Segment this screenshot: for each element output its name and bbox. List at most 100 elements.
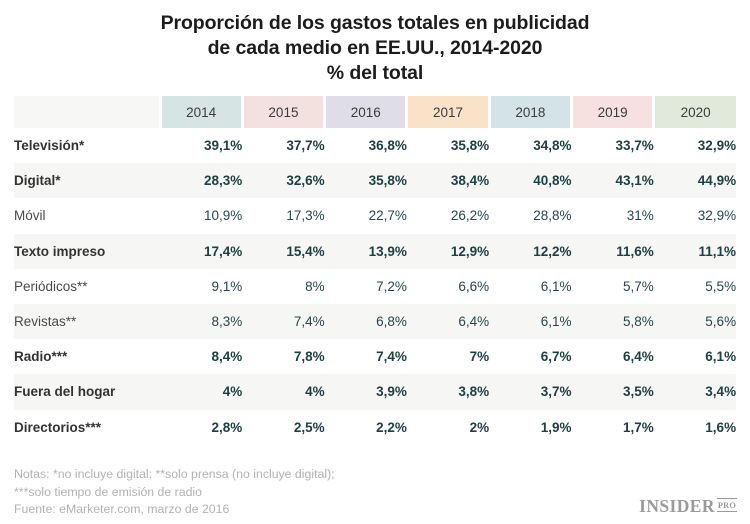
cell-value: 17,4%: [160, 233, 243, 269]
cell-value: 7,2%: [376, 278, 407, 294]
page-title: Proporción de los gastos totales en publ…: [0, 0, 750, 86]
cell-value: 7%: [469, 349, 490, 365]
column-header-2019: 2019: [571, 96, 656, 128]
cell-value: 3,9%: [324, 374, 407, 410]
table-row: Texto impreso 17,4% 15,4% 13,9% 12,9% 12,2% 11…: [14, 233, 737, 269]
cell-value: 1,9%: [540, 419, 572, 435]
cell-value: 17,3%: [286, 208, 325, 224]
cell-value: 43,1%: [571, 163, 654, 199]
cell-value: 6,1%: [540, 278, 572, 294]
cell-value: 33,7%: [615, 138, 654, 154]
cell-value: 3,8%: [406, 374, 490, 410]
cell-value: 34,8%: [533, 138, 572, 154]
cell-value: 13,9%: [324, 233, 407, 269]
row-label: Móvil: [14, 208, 46, 224]
cell-value: 3,7%: [489, 374, 572, 410]
table-header-row: 2014 2015 2016 2017 2018 2019 2020: [14, 96, 737, 128]
cell-value: 5,7%: [623, 278, 654, 294]
cell-value: 8%: [305, 278, 325, 294]
cell-value: 31%: [626, 208, 654, 224]
column-header-2016: 2016: [324, 96, 409, 128]
cell-value: 26,2%: [450, 208, 490, 224]
cell-value: 7,4%: [242, 303, 325, 340]
cell-value: 1,6%: [705, 419, 737, 435]
column-header-2017: 2017: [406, 96, 491, 128]
title-line-1: Proporción de los gastos totales en publ…: [160, 12, 590, 34]
data-table-container: 2014 2015 2016 2017 2018 2019 2020 Televisión*…: [14, 96, 737, 445]
cell-value: 5,6%: [653, 303, 737, 340]
cell-value: 2%: [469, 419, 490, 435]
cell-value: 1,7%: [623, 419, 654, 435]
table-row: Digital* 28,3% 32,6% 35,8% 38,4% 40,8% 43,1% 44…: [14, 163, 737, 199]
table-corner-cell: [14, 96, 162, 128]
cell-value: 12,2%: [489, 233, 572, 269]
cell-value: 4%: [160, 374, 243, 410]
cell-value: 2,2%: [376, 419, 407, 435]
row-label: Periódicos**: [14, 278, 88, 294]
cell-value: 37,7%: [286, 138, 325, 154]
cell-value: 11,1%: [653, 233, 737, 269]
table-row: Directorios*** 2,8% 2,5% 2,2% 2% 1,9% 1,7% 1,6%: [14, 410, 736, 445]
cell-value: 6,7%: [540, 349, 572, 365]
cell-value: 44,9%: [653, 163, 737, 199]
source-line: Fuente: eMarketer.com, marzo de 2016: [14, 502, 230, 516]
row-label: Digital*: [14, 163, 160, 199]
cell-value: 35,8%: [450, 138, 490, 154]
logo-pro-label: PRO: [717, 501, 736, 510]
cell-value: 22,7%: [368, 208, 407, 224]
row-label: Texto impreso: [14, 233, 160, 269]
cell-value: 15,4%: [242, 233, 325, 269]
logo-wordmark: INSIDER: [639, 496, 715, 516]
title-line-2: de cada medio en EE.UU., 2014-2020: [207, 37, 543, 59]
cell-value: 6,4%: [623, 349, 654, 365]
cell-value: 32,9%: [697, 208, 737, 224]
cell-value: 28,8%: [533, 208, 572, 224]
title-line-3: % del total: [326, 62, 424, 84]
note-line-2: ***solo tiempo de emisión de radio: [14, 484, 202, 499]
table-body: Televisión* 39,1% 37,7% 36,8% 35,8% 34,8% 33,7…: [14, 128, 737, 445]
cell-value: 3,5%: [571, 374, 654, 410]
column-header-2014: 2014: [160, 96, 244, 128]
cell-value: 32,6%: [242, 163, 325, 199]
cell-value: 5,8%: [571, 303, 654, 340]
cell-value: 35,8%: [324, 163, 407, 199]
table-row: Revistas** 8,3% 7,4% 6,8% 6,4% 6,1% 5,8% 5,6%: [14, 303, 737, 340]
note-line-1: Notas: *no incluye digital; **solo prens…: [14, 467, 335, 481]
table-row: Fuera del hogar 4% 4% 3,9% 3,8% 3,7% 3,5% 3,4%: [14, 374, 737, 410]
table-header: 2014 2015 2016 2017 2018 2019 2020: [14, 96, 737, 128]
cell-value: 4%: [242, 374, 325, 410]
insider-pro-logo: INSIDER PRO: [639, 497, 737, 515]
column-header-2018: 2018: [489, 96, 573, 128]
row-label: Fuera del hogar: [14, 374, 160, 410]
cell-value: 2,5%: [293, 419, 325, 435]
cell-value: 2,8%: [211, 419, 243, 435]
column-header-2015: 2015: [242, 96, 327, 128]
cell-value: 6,8%: [324, 303, 407, 340]
cell-value: 28,3%: [160, 163, 243, 199]
cell-value: 10,9%: [204, 208, 243, 224]
cell-value: 9,1%: [211, 278, 243, 294]
table-row: Periódicos** 9,1% 8% 7,2% 6,6% 6,1% 5,7% 5,5%: [14, 269, 736, 304]
row-label: Televisión*: [14, 138, 85, 154]
cell-value: 8,3%: [160, 303, 243, 340]
logo-pro-badge: PRO: [716, 498, 737, 512]
row-label: Revistas**: [14, 303, 160, 340]
footer-notes: Notas: *no incluye digital; **solo prens…: [14, 466, 736, 519]
table-row: Televisión* 39,1% 37,7% 36,8% 35,8% 34,8% 33,7…: [14, 128, 736, 163]
cell-value: 7,4%: [376, 349, 407, 365]
table-row: Radio*** 8,4% 7,8% 7,4% 7% 6,7% 6,4% 6,1%: [14, 339, 736, 374]
cell-value: 6,1%: [705, 349, 737, 365]
cell-value: 11,6%: [571, 233, 654, 269]
cell-value: 6,1%: [489, 303, 572, 340]
table-row: Móvil 10,9% 17,3% 22,7% 26,2% 28,8% 31% 32,9%: [14, 198, 736, 233]
column-header-2020: 2020: [653, 96, 737, 128]
cell-value: 3,4%: [653, 374, 737, 410]
advertising-share-table: 2014 2015 2016 2017 2018 2019 2020 Televisión*…: [14, 96, 737, 445]
cell-value: 39,1%: [204, 138, 243, 154]
cell-value: 12,9%: [406, 233, 490, 269]
cell-value: 5,5%: [705, 278, 737, 294]
cell-value: 8,4%: [211, 349, 243, 365]
row-label: Directorios***: [14, 419, 102, 435]
cell-value: 38,4%: [406, 163, 490, 199]
row-label: Radio***: [14, 349, 68, 365]
